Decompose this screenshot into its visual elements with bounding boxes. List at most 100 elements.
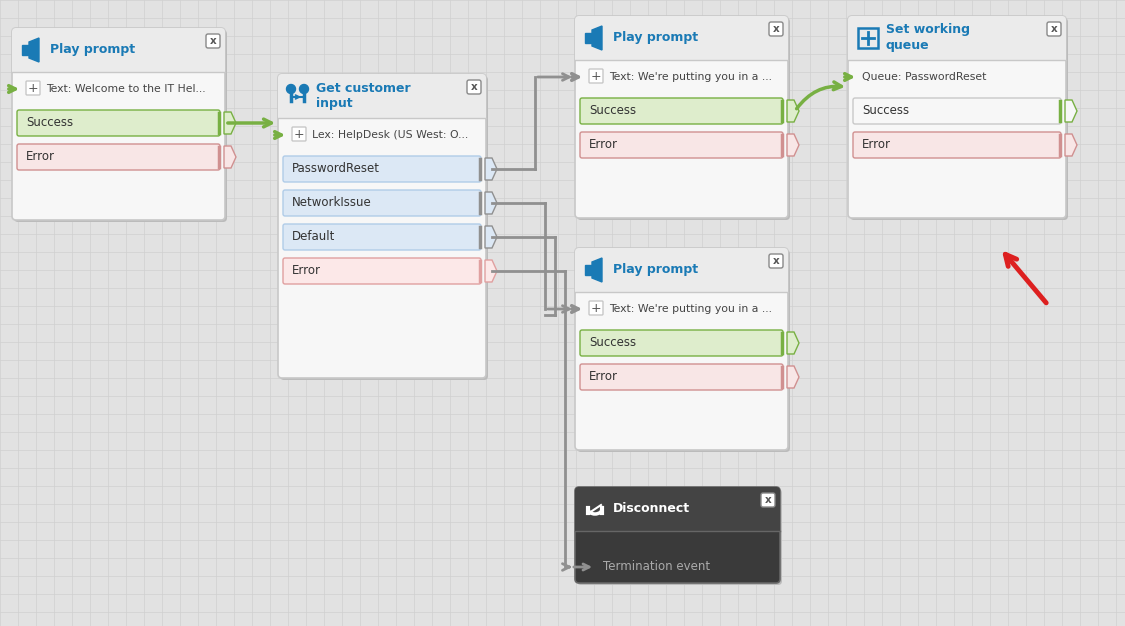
Text: Get customer: Get customer (316, 81, 411, 95)
FancyBboxPatch shape (284, 224, 482, 250)
Bar (858, 28, 878, 48)
Polygon shape (224, 112, 236, 134)
Text: x: x (470, 82, 477, 92)
Polygon shape (592, 258, 602, 282)
FancyBboxPatch shape (278, 113, 486, 118)
FancyBboxPatch shape (850, 18, 1068, 220)
Text: x: x (209, 36, 216, 46)
FancyBboxPatch shape (590, 69, 603, 83)
FancyBboxPatch shape (575, 487, 780, 583)
Text: queue: queue (886, 39, 929, 53)
Text: Success: Success (590, 337, 636, 349)
FancyBboxPatch shape (278, 74, 486, 118)
FancyBboxPatch shape (848, 16, 1066, 218)
Text: Default: Default (292, 230, 335, 244)
Text: Text: We're putting you in a ...: Text: We're putting you in a ... (609, 304, 772, 314)
FancyBboxPatch shape (575, 55, 788, 60)
Bar (585, 265, 592, 275)
Text: +: + (28, 83, 38, 96)
Text: Play prompt: Play prompt (50, 43, 135, 56)
Text: Text: We're putting you in a ...: Text: We're putting you in a ... (609, 72, 772, 82)
FancyBboxPatch shape (770, 22, 783, 36)
Text: x: x (765, 495, 772, 505)
FancyBboxPatch shape (1047, 22, 1061, 36)
Text: +: + (591, 302, 601, 316)
FancyBboxPatch shape (577, 250, 790, 452)
FancyBboxPatch shape (575, 16, 788, 218)
Polygon shape (788, 134, 799, 156)
Text: Success: Success (590, 105, 636, 118)
FancyBboxPatch shape (14, 30, 227, 222)
Text: Lex: HelpDesk (US West: O...: Lex: HelpDesk (US West: O... (312, 130, 468, 140)
FancyBboxPatch shape (575, 248, 788, 292)
Text: Error: Error (26, 150, 55, 163)
FancyBboxPatch shape (26, 81, 40, 95)
FancyBboxPatch shape (280, 76, 488, 380)
Polygon shape (788, 100, 799, 122)
Text: x: x (1051, 24, 1057, 34)
FancyBboxPatch shape (770, 254, 783, 268)
Bar (585, 33, 592, 43)
Text: Text: Welcome to the IT Hel...: Text: Welcome to the IT Hel... (46, 84, 206, 94)
Text: x: x (773, 24, 780, 34)
FancyBboxPatch shape (577, 18, 790, 220)
Polygon shape (1065, 100, 1077, 122)
Text: Error: Error (862, 138, 891, 151)
Text: x: x (773, 256, 780, 266)
Polygon shape (788, 332, 799, 354)
FancyBboxPatch shape (848, 55, 1066, 60)
Text: Success: Success (862, 105, 909, 118)
FancyBboxPatch shape (580, 364, 783, 390)
FancyBboxPatch shape (467, 80, 482, 94)
Text: Error: Error (590, 138, 618, 151)
FancyBboxPatch shape (284, 156, 482, 182)
FancyBboxPatch shape (278, 74, 486, 378)
Polygon shape (29, 38, 39, 62)
Polygon shape (485, 226, 497, 248)
Text: Set working: Set working (886, 24, 970, 36)
FancyBboxPatch shape (577, 489, 782, 585)
FancyBboxPatch shape (853, 132, 1061, 158)
FancyBboxPatch shape (575, 526, 780, 531)
Text: Queue: PasswordReset: Queue: PasswordReset (862, 72, 987, 82)
FancyBboxPatch shape (580, 132, 783, 158)
Text: +: + (294, 128, 304, 141)
Text: Disconnect: Disconnect (613, 503, 690, 515)
FancyBboxPatch shape (575, 16, 788, 60)
Text: Play prompt: Play prompt (613, 264, 699, 277)
FancyBboxPatch shape (284, 258, 482, 284)
Text: PasswordReset: PasswordReset (292, 163, 380, 175)
FancyBboxPatch shape (580, 330, 783, 356)
FancyBboxPatch shape (17, 144, 220, 170)
Text: Error: Error (590, 371, 618, 384)
Polygon shape (485, 158, 497, 180)
FancyBboxPatch shape (575, 248, 788, 450)
Text: input: input (316, 98, 352, 111)
FancyBboxPatch shape (590, 301, 603, 315)
Polygon shape (592, 26, 602, 50)
FancyBboxPatch shape (575, 287, 788, 292)
Bar (22, 45, 29, 55)
FancyBboxPatch shape (760, 493, 775, 507)
FancyBboxPatch shape (12, 67, 225, 72)
FancyBboxPatch shape (853, 98, 1061, 124)
Polygon shape (1065, 134, 1077, 156)
Circle shape (287, 85, 296, 93)
Text: Success: Success (26, 116, 73, 130)
Text: Play prompt: Play prompt (613, 31, 699, 44)
Text: +: + (591, 71, 601, 83)
FancyBboxPatch shape (575, 487, 780, 531)
FancyBboxPatch shape (206, 34, 220, 48)
FancyBboxPatch shape (292, 127, 306, 141)
FancyBboxPatch shape (284, 190, 482, 216)
Circle shape (299, 85, 308, 93)
Polygon shape (485, 192, 497, 214)
Polygon shape (224, 146, 236, 168)
FancyBboxPatch shape (12, 28, 225, 220)
Text: Termination event: Termination event (603, 560, 710, 573)
FancyBboxPatch shape (848, 16, 1066, 60)
FancyBboxPatch shape (580, 98, 783, 124)
FancyBboxPatch shape (12, 28, 225, 72)
Text: NetworkIssue: NetworkIssue (292, 197, 371, 210)
Polygon shape (788, 366, 799, 388)
